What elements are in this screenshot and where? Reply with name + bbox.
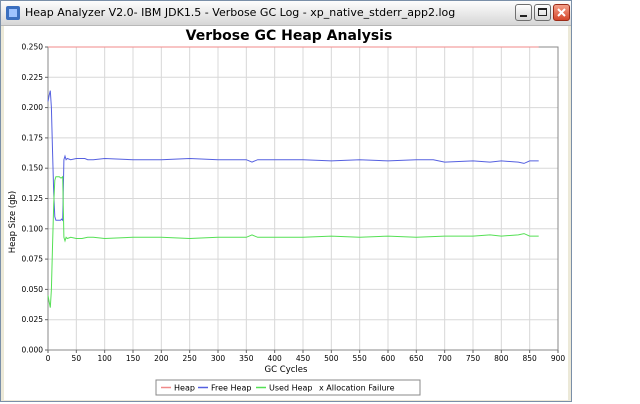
x-tick-label: 500 — [324, 354, 339, 363]
window-title: Heap Analyzer V2.0- IBM JDK1.5 - Verbose… — [25, 6, 456, 19]
chart-panel: Verbose GC Heap Analysis 0.000 0.025 0.050… — [4, 26, 568, 400]
x-tick-label: 550 — [353, 354, 368, 363]
x-tick-label: 100 — [98, 354, 113, 363]
free-heap-line — [47, 90, 539, 222]
legend-heap-label: Heap — [174, 384, 195, 393]
y-tick-label: 0.200 — [22, 103, 44, 112]
legend: Heap Free Heap Used Heap x Allocation Failu… — [155, 379, 421, 396]
x-tick-label: 350 — [239, 354, 254, 363]
x-tick-label: 50 — [72, 354, 82, 363]
x-tick-label: 250 — [183, 354, 198, 363]
x-tick-label: 900 — [551, 354, 566, 363]
y-tick-label: 0.100 — [22, 224, 44, 233]
y-tick-label: 0.025 — [22, 315, 44, 324]
x-tick-label: 150 — [126, 354, 141, 363]
y-tick-label: 0.075 — [22, 255, 44, 264]
grid — [47, 46, 559, 351]
legend-allocation-failure-label: x Allocation Failure — [319, 384, 395, 393]
maximize-button[interactable] — [534, 4, 551, 21]
used-heap-line — [47, 175, 539, 308]
y-axis-label: Heap Size (gb) — [8, 191, 18, 254]
legend-used-heap-label: Used Heap — [269, 384, 312, 393]
x-tick-label: 200 — [154, 354, 169, 363]
chart-title: Verbose GC Heap Analysis — [186, 28, 393, 44]
x-tick-label: 400 — [268, 354, 283, 363]
heap-chart: Verbose GC Heap Analysis 0.000 0.025 0.050… — [8, 28, 566, 396]
x-tick-label: 450 — [296, 354, 311, 363]
x-axis-label: GC Cycles — [265, 365, 308, 375]
x-tick-label: 700 — [438, 354, 453, 363]
x-tick-label: 650 — [409, 354, 424, 363]
y-tick-label: 0.225 — [22, 73, 44, 82]
legend-box — [155, 379, 421, 396]
series-lines — [47, 46, 539, 308]
x-tick-label: 850 — [523, 354, 538, 363]
minimize-button[interactable] — [515, 4, 532, 21]
axis-ticks: 0.000 0.025 0.050 0.075 0.100 0.125 0.150 0.175… — [22, 43, 566, 364]
y-tick-label: 0.000 — [22, 346, 44, 355]
close-button[interactable] — [553, 4, 570, 21]
x-tick-label: 750 — [466, 354, 481, 363]
y-tick-label: 0.250 — [22, 43, 44, 52]
y-tick-label: 0.125 — [22, 194, 44, 203]
y-tick-label: 0.175 — [22, 133, 44, 142]
x-tick-label: 800 — [494, 354, 509, 363]
x-tick-label: 300 — [211, 354, 226, 363]
y-tick-label: 0.150 — [22, 164, 44, 173]
title-bar[interactable]: Heap Analyzer V2.0- IBM JDK1.5 - Verbose… — [1, 1, 571, 26]
close-icon — [557, 8, 566, 17]
app-icon — [6, 6, 20, 20]
x-tick-label: 600 — [381, 354, 396, 363]
legend-free-heap-label: Free Heap — [211, 384, 251, 393]
app-window: Heap Analyzer V2.0- IBM JDK1.5 - Verbose… — [0, 0, 572, 402]
x-tick-label: 0 — [46, 354, 51, 363]
y-tick-label: 0.050 — [22, 285, 44, 294]
